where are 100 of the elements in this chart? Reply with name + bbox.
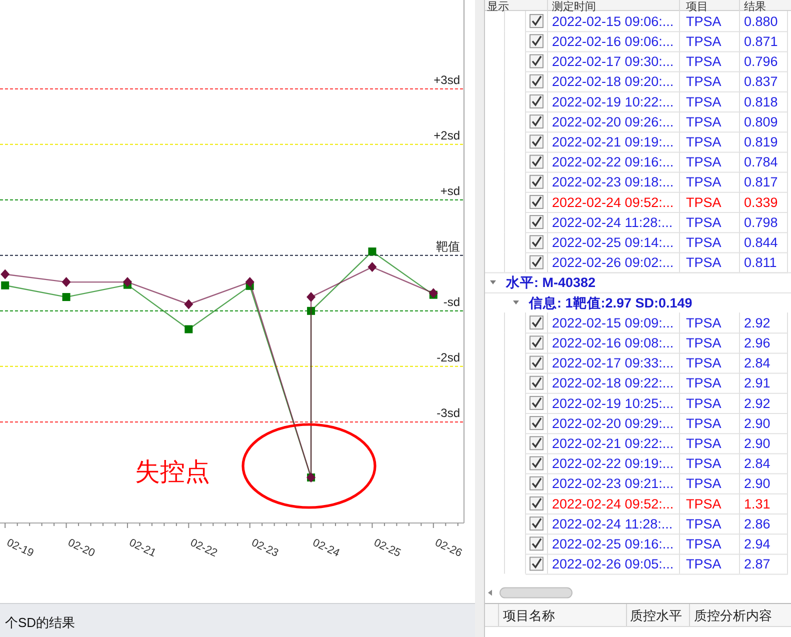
text: 2022-02-24 09:52:... [552, 194, 674, 210]
text: 2022-02-25 09:14:... [552, 235, 674, 250]
text: 0.796 [744, 54, 778, 70]
text: 项目名称 [503, 608, 555, 623]
text: 2022-02-22 09:19:... [552, 456, 674, 472]
text: TPSA [686, 214, 722, 230]
text: 2.84 [744, 356, 770, 371]
text: 2022-02-23 09:18:... [552, 174, 674, 190]
text: 2022-02-15 09:06:... [552, 14, 674, 29]
text: TPSA [686, 34, 722, 50]
text: 2022-02-17 09:33:... [552, 356, 674, 371]
x-tick-label: 02-25 [372, 536, 403, 560]
text: 0.811 [744, 255, 777, 270]
x-tick-label: 02-20 [66, 536, 97, 560]
text: 2022-02-17 09:30:... [552, 54, 674, 70]
ref-line-label: -3sd [436, 406, 460, 420]
text: 0.809 [744, 114, 778, 130]
text: 2.92 [744, 396, 770, 411]
ref-line-label: -sd [443, 294, 460, 309]
x-tick-label: 02-19 [4, 536, 36, 560]
text: 0.817 [744, 174, 778, 190]
text: TPSA [686, 134, 722, 150]
text: 个SD的结果 [5, 615, 76, 630]
text: TPSA [686, 396, 722, 411]
x-tick-label: 02-21 [127, 536, 158, 560]
text: TPSA [686, 536, 722, 552]
point [245, 277, 254, 288]
x-tick-label: 02-26 [433, 536, 464, 560]
text: 项目 [686, 1, 708, 13]
ref-line-label: -2sd [436, 350, 460, 364]
text: TPSA [686, 235, 722, 250]
point [0, 269, 10, 280]
text: 2022-02-20 09:26:... [552, 114, 674, 130]
text: 2.92 [744, 315, 770, 330]
point [184, 325, 193, 334]
text: 0.784 [744, 154, 778, 170]
text: 2022-02-16 09:06:... [552, 34, 674, 50]
text: 2.87 [744, 556, 770, 572]
text: TPSA [686, 194, 722, 210]
text: TPSA [686, 14, 722, 29]
text: 2022-02-18 09:20:... [552, 74, 674, 90]
text: 显示 [487, 1, 509, 13]
text: 2022-02-24 09:52:... [552, 496, 674, 512]
point [1, 281, 10, 290]
annotation: 失控点 [135, 458, 210, 486]
text: 2.91 [744, 376, 770, 391]
text: 2.84 [744, 456, 770, 472]
text: TPSA [686, 336, 722, 351]
text: 质控水平 [630, 608, 682, 623]
text: 0.339 [744, 194, 778, 210]
text: TPSA [686, 556, 722, 572]
text: 2.94 [744, 536, 770, 552]
text: 2.90 [744, 476, 770, 492]
text: 2022-02-22 09:16:... [552, 154, 674, 170]
point [368, 248, 376, 256]
text: TPSA [686, 476, 722, 492]
text: 0.837 [744, 74, 778, 90]
text: 2022-02-19 10:22:... [552, 94, 674, 110]
point [307, 306, 316, 315]
point [428, 288, 438, 298]
text: TPSA [686, 94, 722, 110]
text: 水平: M-40382 [506, 275, 596, 290]
text: TPSA [686, 416, 722, 431]
text: TPSA [686, 456, 722, 472]
text: 2.90 [744, 416, 770, 431]
ref-line-label: 靶值 [436, 239, 460, 254]
text: 2022-02-24 11:28:... [552, 214, 673, 230]
text: TPSA [686, 315, 722, 330]
text: 信息: 1靶值:2.97 SD:0.149 [529, 295, 692, 310]
text: 2022-02-20 09:29:... [552, 416, 674, 431]
text: TPSA [686, 436, 722, 452]
point [62, 277, 71, 288]
text: TPSA [686, 54, 722, 70]
text: 2022-02-24 11:28:... [552, 516, 673, 532]
ref-line-label: +sd [440, 184, 460, 198]
text: 0.798 [744, 214, 778, 230]
text: 0.880 [744, 14, 778, 29]
text: TPSA [686, 174, 722, 190]
text: TPSA [686, 516, 722, 532]
text: 2022-02-15 09:09:... [552, 315, 674, 330]
text: 2.90 [744, 436, 770, 452]
text: 2022-02-26 09:02:... [552, 255, 674, 270]
text: 2.86 [744, 516, 770, 532]
ref-line-label: +2sd [434, 128, 460, 142]
text: 0.871 [744, 34, 778, 50]
text: 测定时间 [552, 1, 596, 13]
text: 结果 [744, 1, 766, 13]
point [368, 262, 377, 272]
ref-line-label: +3sd [434, 72, 460, 87]
x-tick-label: 02-23 [250, 536, 280, 560]
text: 2022-02-26 09:05:... [552, 556, 674, 572]
text: 1.31 [744, 496, 770, 512]
text: 2022-02-16 09:08:... [552, 336, 674, 351]
text: 0.844 [744, 235, 778, 250]
text: 0.819 [744, 134, 778, 150]
text: TPSA [686, 114, 722, 130]
text: TPSA [686, 154, 722, 170]
text: TPSA [686, 376, 722, 391]
point [62, 293, 70, 302]
text: 2022-02-19 10:25:... [552, 396, 674, 411]
